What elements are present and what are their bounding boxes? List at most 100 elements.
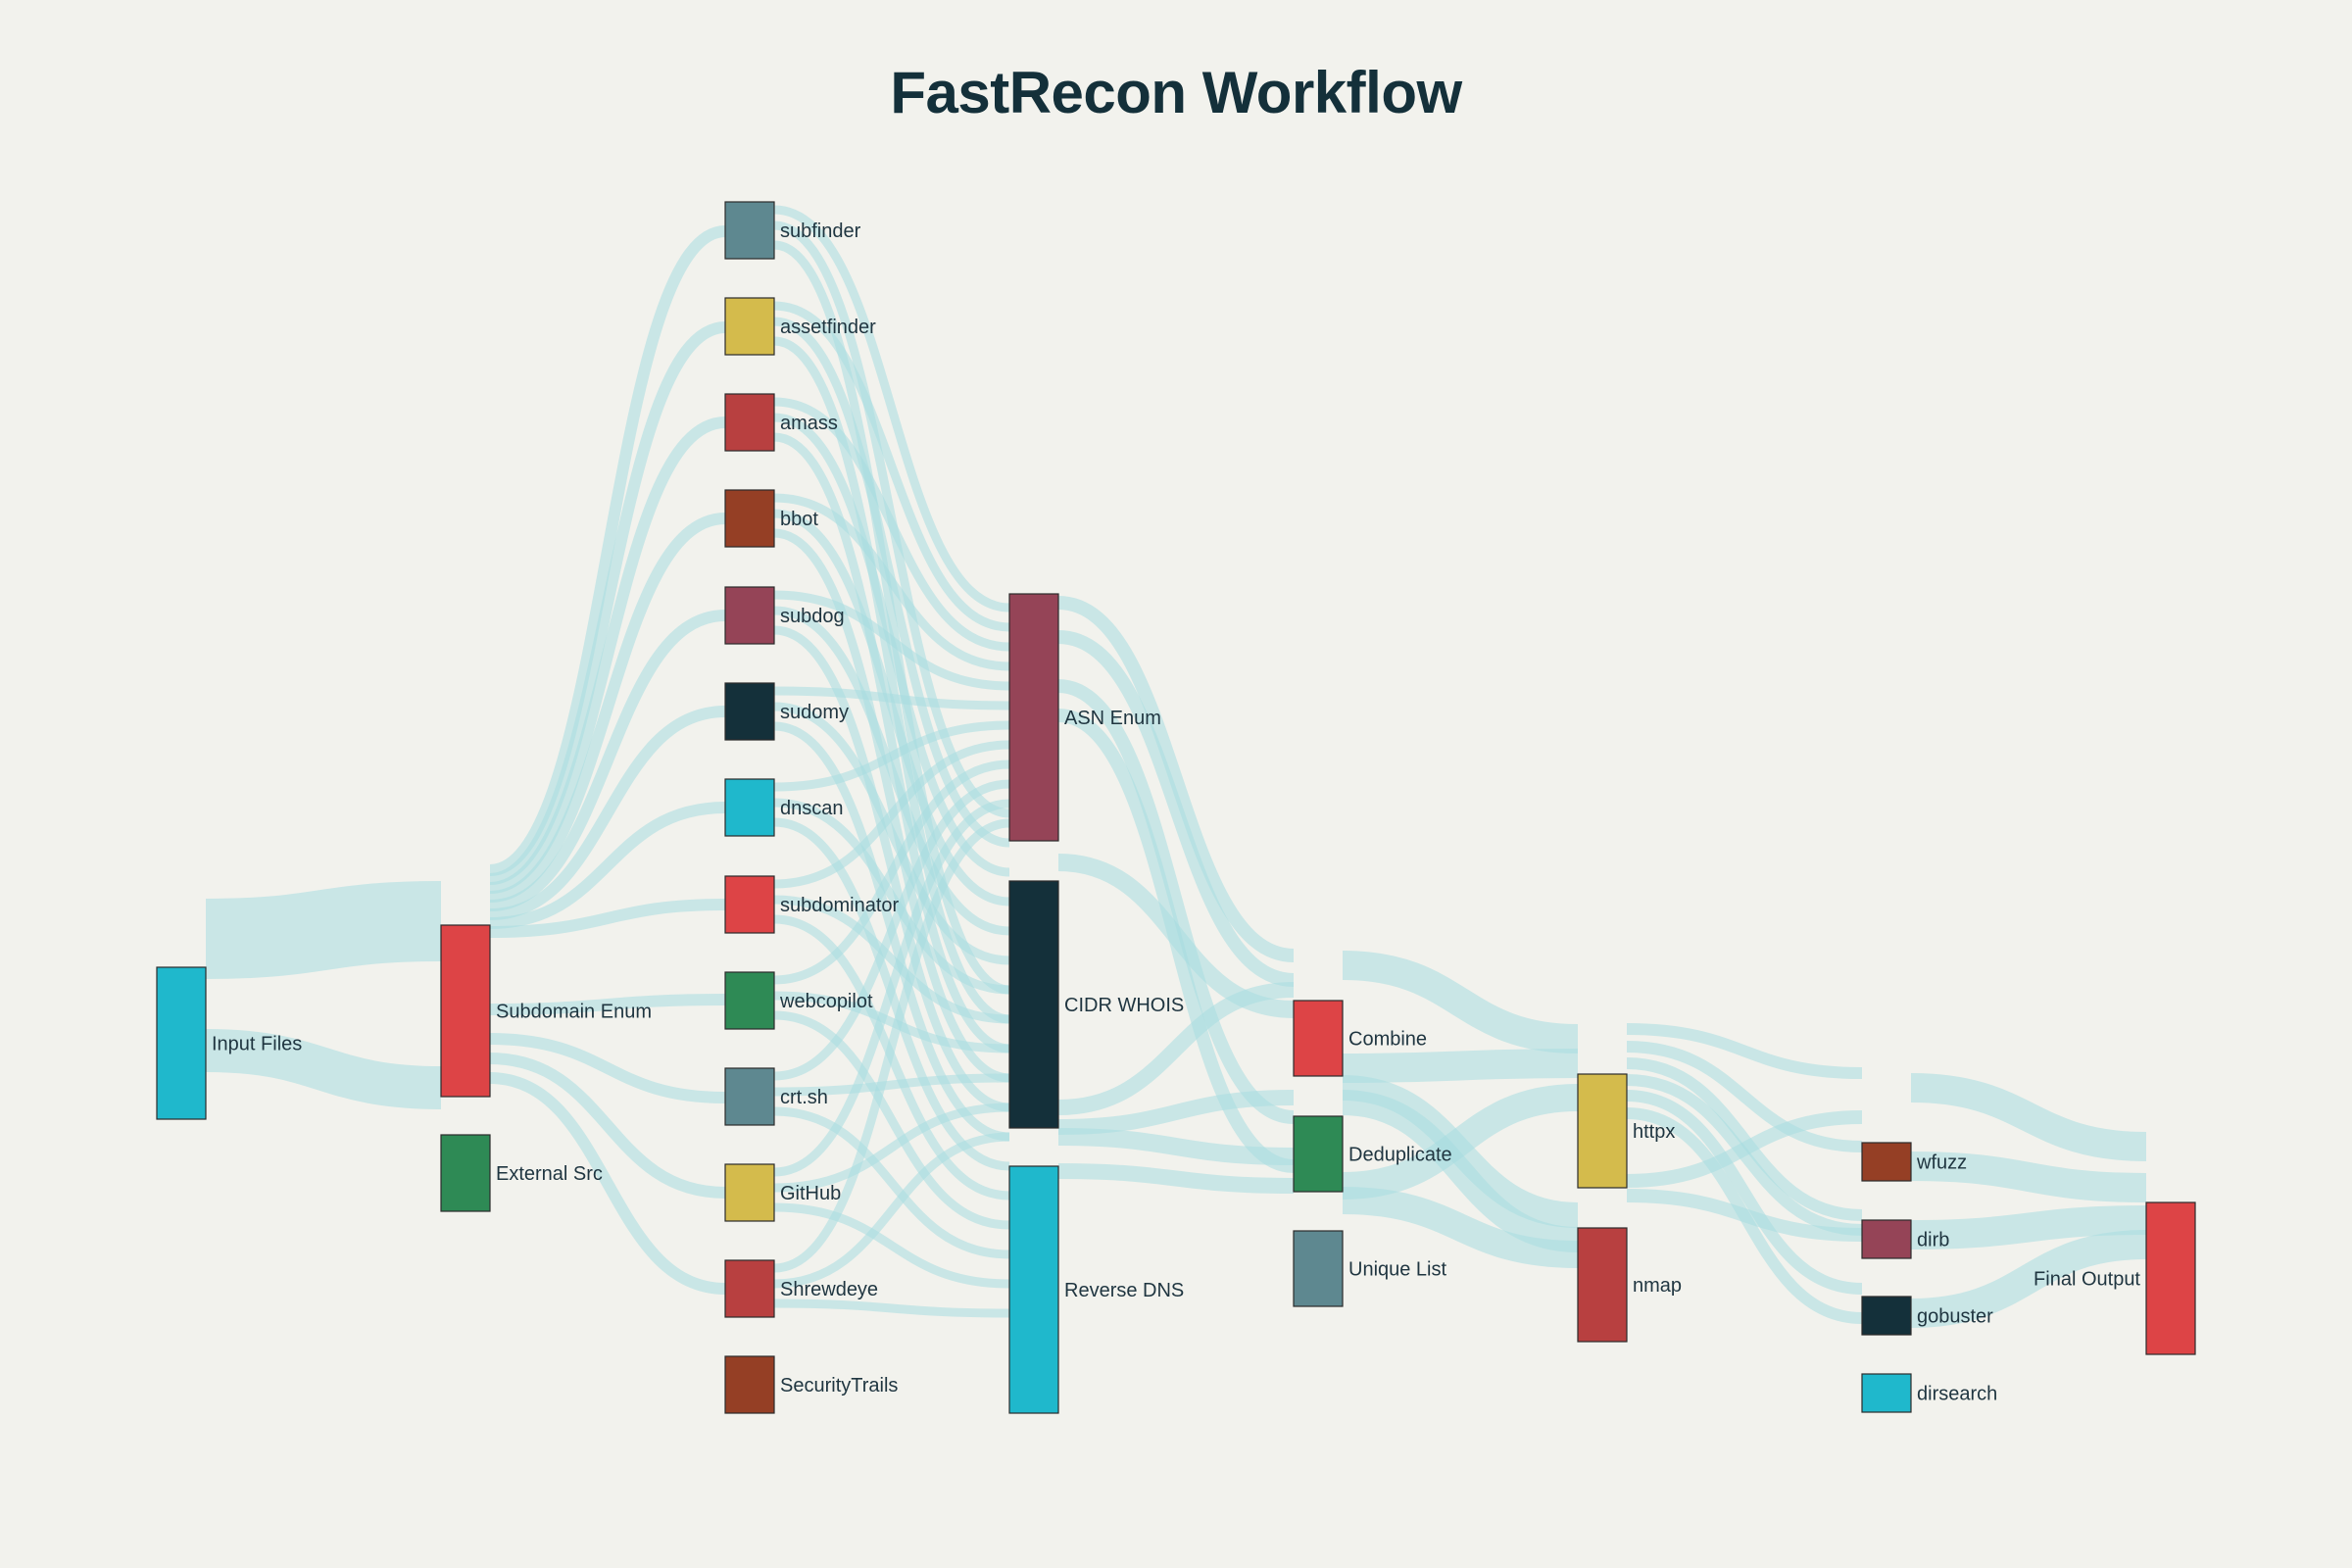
node-nmap-box[interactable]	[1577, 1227, 1628, 1343]
node-bbot[interactable]: bbot	[724, 489, 818, 548]
node-external_src[interactable]: External Src	[440, 1134, 603, 1212]
link-crtsh-to-asn_enum	[773, 779, 1010, 1081]
node-assetfinder-box[interactable]	[724, 297, 775, 356]
link-bbot-to-asn_enum	[773, 493, 1010, 671]
node-securitytrails-box[interactable]	[724, 1355, 775, 1414]
node-subdomain_enum-box[interactable]	[440, 924, 491, 1098]
node-reverse_dns-box[interactable]	[1008, 1165, 1059, 1414]
node-input_files-box[interactable]	[156, 966, 207, 1120]
link-gobuster-to-final_output	[1910, 1205, 2147, 1250]
node-amass-box[interactable]	[724, 393, 775, 452]
node-gobuster-label: gobuster	[1917, 1306, 1993, 1328]
node-httpx-box[interactable]	[1577, 1073, 1628, 1189]
node-webcopilot[interactable]: webcopilot	[724, 971, 873, 1030]
link-httpx-to-gobuster	[1626, 1090, 1863, 1295]
link-crtsh-to-cidr_whois	[773, 1073, 1010, 1097]
link-asn_enum-to-combine	[1057, 630, 1295, 987]
node-input_files[interactable]: Input Files	[156, 966, 302, 1120]
node-unique_list-box[interactable]	[1293, 1230, 1344, 1307]
node-shrewdeye[interactable]: Shrewdeye	[724, 1259, 878, 1318]
link-asn_enum-to-combine	[1057, 596, 1295, 962]
node-crtsh[interactable]: crt.sh	[724, 1067, 828, 1126]
node-github-box[interactable]	[724, 1163, 775, 1222]
node-gobuster[interactable]: gobuster	[1861, 1296, 1993, 1336]
node-dirsearch-box[interactable]	[1861, 1373, 1912, 1413]
link-subdog-to-cidr_whois	[773, 606, 1010, 936]
node-dirb-box[interactable]	[1861, 1219, 1912, 1259]
link-subdominator-to-asn_enum	[773, 740, 1010, 889]
node-gobuster-box[interactable]	[1861, 1296, 1912, 1336]
link-subdomain_enum-to-amass	[489, 416, 726, 894]
node-combine[interactable]: Combine	[1293, 1000, 1427, 1077]
node-cidr_whois[interactable]: CIDR WHOIS	[1008, 880, 1184, 1129]
node-bbot-label: bbot	[780, 509, 818, 530]
node-subfinder-label: subfinder	[780, 220, 861, 242]
link-httpx-to-wfuzz	[1626, 1023, 1863, 1079]
node-combine-box[interactable]	[1293, 1000, 1344, 1077]
node-subdog-box[interactable]	[724, 586, 775, 645]
node-reverse_dns[interactable]: Reverse DNS	[1008, 1165, 1184, 1414]
node-httpx[interactable]: httpx	[1577, 1073, 1675, 1189]
node-subdomain_enum[interactable]: Subdomain Enum	[440, 924, 652, 1098]
node-dnscan[interactable]: dnscan	[724, 778, 844, 837]
link-subdomain_enum-to-shrewdeye	[489, 1072, 726, 1295]
links-layer	[205, 205, 2147, 1328]
link-subdomain_enum-to-bbot	[489, 513, 726, 903]
node-dnscan-box[interactable]	[724, 778, 775, 837]
node-assetfinder[interactable]: assetfinder	[724, 297, 876, 356]
link-dirb-to-final_output	[1910, 1152, 2147, 1202]
link-shrewdeye-to-reverse_dns	[773, 1298, 1010, 1318]
node-wfuzz-box[interactable]	[1861, 1142, 1912, 1182]
node-deduplicate-label: Deduplicate	[1348, 1145, 1452, 1166]
node-dirsearch[interactable]: dirsearch	[1861, 1373, 1997, 1413]
node-unique_list[interactable]: Unique List	[1293, 1230, 1447, 1307]
link-github-to-asn_enum	[773, 799, 1010, 1177]
link-subdomain_enum-to-sudomy	[489, 706, 726, 920]
node-nmap[interactable]: nmap	[1577, 1227, 1682, 1343]
node-wfuzz-label: wfuzz	[1916, 1152, 1967, 1174]
link-dnscan-to-asn_enum	[773, 720, 1010, 792]
node-shrewdeye-box[interactable]	[724, 1259, 775, 1318]
link-shrewdeye-to-cidr_whois	[773, 1132, 1010, 1289]
node-subdominator[interactable]: subdominator	[724, 875, 900, 934]
node-subfinder[interactable]: subfinder	[724, 201, 861, 260]
node-dirb-label: dirb	[1917, 1230, 1949, 1251]
node-webcopilot-box[interactable]	[724, 971, 775, 1030]
link-input_files-to-subdomain_enum	[205, 1029, 442, 1109]
node-subdog[interactable]: subdog	[724, 586, 845, 645]
node-bbot-box[interactable]	[724, 489, 775, 548]
link-dnscan-to-cidr_whois	[773, 798, 1010, 995]
node-dirb[interactable]: dirb	[1861, 1219, 1949, 1259]
node-deduplicate[interactable]: Deduplicate	[1293, 1115, 1452, 1193]
node-securitytrails[interactable]: SecurityTrails	[724, 1355, 898, 1414]
link-reverse_dns-to-deduplicate	[1057, 1163, 1295, 1194]
link-cidr_whois-to-combine	[1057, 982, 1295, 1115]
node-crtsh-label: crt.sh	[780, 1087, 828, 1108]
node-cidr_whois-box[interactable]	[1008, 880, 1059, 1129]
node-amass-label: amass	[780, 413, 838, 434]
diagram-title: FastRecon Workflow	[890, 60, 1462, 125]
link-deduplicate-to-nmap	[1342, 1187, 1579, 1268]
node-sudomy[interactable]: sudomy	[724, 682, 849, 741]
node-securitytrails-label: SecurityTrails	[780, 1375, 898, 1396]
node-external_src-label: External Src	[496, 1163, 603, 1185]
node-crtsh-box[interactable]	[724, 1067, 775, 1126]
node-github-label: GitHub	[780, 1183, 841, 1204]
node-deduplicate-box[interactable]	[1293, 1115, 1344, 1193]
node-asn_enum[interactable]: ASN Enum	[1008, 593, 1161, 842]
node-external_src-box[interactable]	[440, 1134, 491, 1212]
node-final_output-box[interactable]	[2145, 1201, 2196, 1355]
link-httpx-to-dirb	[1626, 1057, 1863, 1221]
node-amass[interactable]: amass	[724, 393, 838, 452]
link-deduplicate-to-httpx	[1342, 1084, 1579, 1200]
node-final_output[interactable]: Final Output	[2034, 1201, 2196, 1355]
link-combine-to-httpx	[1342, 1049, 1579, 1083]
node-wfuzz[interactable]: wfuzz	[1861, 1142, 1967, 1182]
node-asn_enum-box[interactable]	[1008, 593, 1059, 842]
node-subdominator-box[interactable]	[724, 875, 775, 934]
node-sudomy-box[interactable]	[724, 682, 775, 741]
link-amass-to-asn_enum	[773, 397, 1010, 652]
node-assetfinder-label: assetfinder	[780, 317, 876, 338]
node-github[interactable]: GitHub	[724, 1163, 841, 1222]
node-subfinder-box[interactable]	[724, 201, 775, 260]
